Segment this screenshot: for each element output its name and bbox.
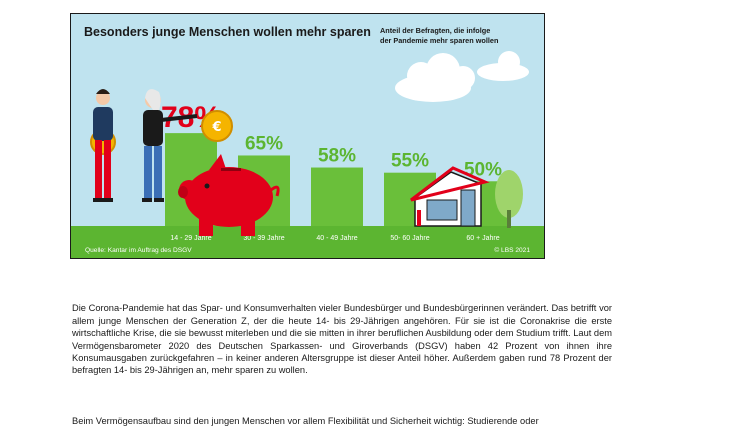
chart-subtitle-line: Anteil der Befragten, die infolge xyxy=(380,26,491,35)
body-paragraph: Die Corona-Pandemie hat das Spar- und Ko… xyxy=(72,303,612,376)
person-icon xyxy=(142,89,198,202)
bar-value-label: 50% xyxy=(464,159,502,180)
body-paragraph: Beim Vermögensaufbau sind den jungen Men… xyxy=(72,416,539,427)
category-label: 50- 60 Jahre xyxy=(390,235,429,242)
bar-value-label: 65% xyxy=(245,133,283,154)
category-label: 60 + Jahre xyxy=(466,235,499,242)
ground-strip xyxy=(71,226,544,258)
chart-title: Besonders junge Menschen wollen mehr spa… xyxy=(84,25,371,39)
chart-source: Quelle: Kantar im Auftrag des DSGV xyxy=(85,247,192,254)
piggy-bank-icon xyxy=(178,154,280,236)
cloud-icon xyxy=(395,51,529,102)
chart-copyright: © LBS 2021 xyxy=(494,247,530,254)
house-icon xyxy=(410,166,490,227)
category-label: 40 - 49 Jahre xyxy=(316,235,357,242)
category-label: 14 - 29 Jahre xyxy=(170,235,211,242)
person-icon xyxy=(93,89,113,202)
bar-value-label: 58% xyxy=(318,146,356,167)
bar xyxy=(311,167,363,226)
svg-text:€: € xyxy=(211,120,221,135)
bar-chart: 78%65%58% 55% 50% 14 - 29 Jahre 30 - 39 Jah… xyxy=(71,51,544,258)
category-label: 30 - 39 Jahre xyxy=(243,235,284,242)
tree-icon xyxy=(495,170,523,228)
chart-figure: 78% 65% 58% 55% 50% 14 - 29 Jahre 30 - 39 Jah… xyxy=(70,13,545,259)
chart-subtitle: Anteil der Befragten, die infolge der Pa… xyxy=(380,26,530,45)
chart-subtitle-line: der Pandemie mehr sparen wollen xyxy=(380,35,499,45)
bar-value-label: 55% xyxy=(391,151,429,172)
